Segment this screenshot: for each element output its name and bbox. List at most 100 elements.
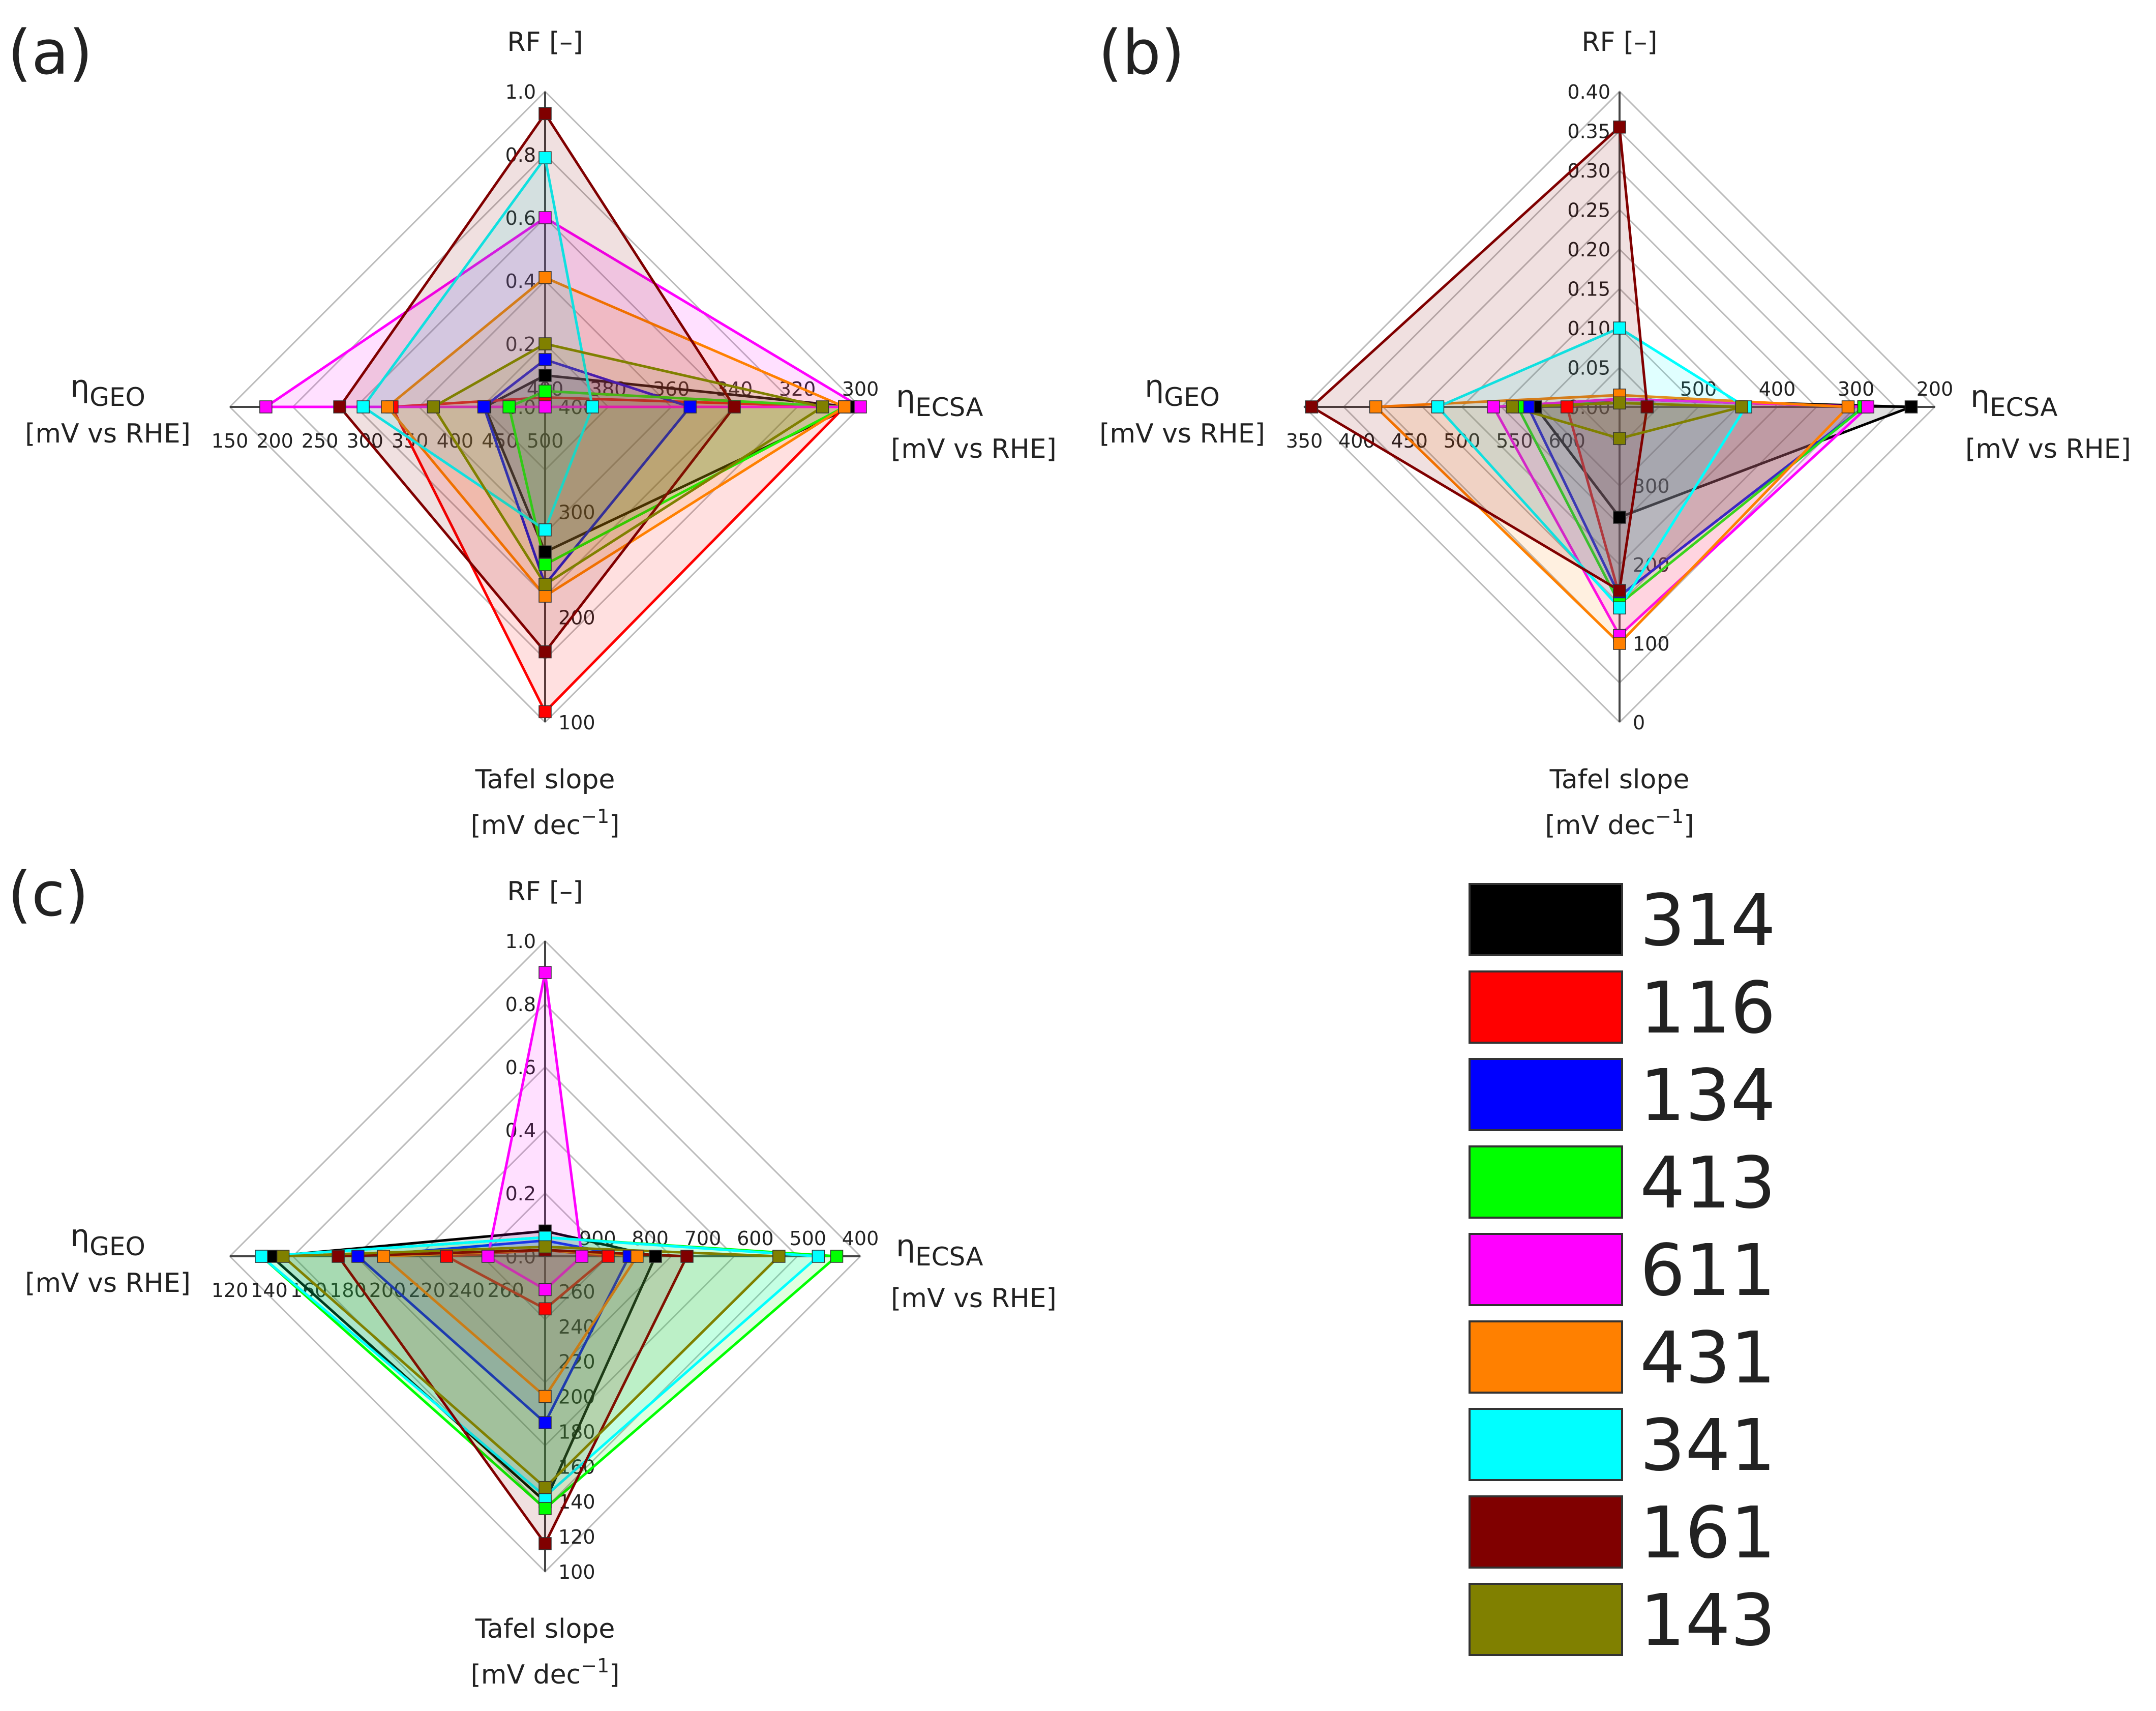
tafel-tick-label: 300 <box>558 501 595 524</box>
series-134-marker <box>538 353 552 366</box>
legend-label-611: 611 <box>1640 1229 1776 1312</box>
series-161-marker <box>1640 400 1654 414</box>
series-431-marker <box>1613 637 1626 650</box>
series-143-marker <box>427 400 440 414</box>
series-341-marker <box>538 523 552 537</box>
series-611-marker <box>575 1250 589 1263</box>
ecsa-tick-label: 600 <box>737 1227 774 1250</box>
series-431-marker <box>538 589 552 603</box>
legend-swatch-341 <box>1469 1408 1623 1481</box>
series-134-marker <box>351 1250 365 1263</box>
legend-swatch-413 <box>1469 1145 1623 1219</box>
series-431-marker <box>1841 400 1855 414</box>
legend-label-413: 413 <box>1640 1142 1776 1225</box>
rf-tick-label: 0.35 <box>1567 121 1610 143</box>
rf-tick-label: 1.0 <box>505 81 536 103</box>
ecsa-axis-title: ηECSA <box>896 379 983 422</box>
legend-swatch-314 <box>1469 883 1623 956</box>
series-341-marker <box>812 1250 825 1263</box>
ecsa-tick-label: 400 <box>842 1227 879 1250</box>
ecsa-axis-sub: ECSA <box>915 1242 983 1272</box>
series-143-marker <box>276 1250 290 1263</box>
tafel-tick-label: 0 <box>1633 712 1645 734</box>
series-431-marker <box>838 400 851 414</box>
geo-tick-label: 140 <box>251 1279 288 1302</box>
legend-swatch-116 <box>1469 970 1623 1044</box>
ecsa-tick-label: 300 <box>842 378 879 400</box>
rf-tick-label: 0.20 <box>1567 239 1610 261</box>
geo-axis-title: ηGEO <box>70 369 145 412</box>
geo-tick-label: 150 <box>212 430 249 452</box>
ecsa-axis-eta: η <box>896 1228 915 1264</box>
legend-label-134: 134 <box>1640 1054 1776 1137</box>
tafel-tick-label: 100 <box>558 1561 595 1583</box>
geo-axis-eta: η <box>70 369 89 404</box>
series-143-marker <box>1506 400 1519 414</box>
series-143-marker <box>1735 400 1748 414</box>
rf-tick-label: 0.15 <box>1567 278 1610 301</box>
series-161-marker <box>680 1250 694 1263</box>
series-143-marker <box>1613 396 1626 409</box>
series-413-marker <box>538 1502 552 1515</box>
tafel-tick-label: 100 <box>1633 633 1670 655</box>
geo-axis-eta: η <box>70 1218 89 1254</box>
series-143-marker <box>772 1250 786 1263</box>
series-161-marker <box>538 1537 552 1550</box>
geo-tick-label: 350 <box>1286 430 1323 452</box>
ecsa-tick-label: 500 <box>1680 378 1717 400</box>
ecsa-axis-title: ηECSA <box>1970 379 2057 422</box>
tafel-unit-post: ] <box>1684 810 1694 841</box>
series-116-marker <box>602 1250 615 1263</box>
series-314-marker <box>538 545 552 558</box>
series-413-marker <box>502 400 516 414</box>
ecsa-axis-unit: [mV vs RHE] <box>891 1283 1057 1314</box>
series-611-marker <box>538 211 552 224</box>
ecsa-axis-eta: η <box>896 379 915 415</box>
series-611-marker <box>1487 400 1500 414</box>
legend-label-431: 431 <box>1640 1317 1776 1400</box>
series-341-marker <box>1431 400 1445 414</box>
series-161-marker <box>333 400 346 414</box>
series-116-marker <box>538 705 552 719</box>
geo-tick-label: 200 <box>256 430 293 452</box>
legend-label-314: 314 <box>1640 879 1776 962</box>
geo-tick-label: 240 <box>448 1279 485 1302</box>
geo-axis-title: ηGEO <box>70 1218 145 1261</box>
geo-axis-title: ηGEO <box>1145 369 1220 412</box>
rf-tick-label: 0.30 <box>1567 160 1610 182</box>
series-116-marker <box>440 1250 453 1263</box>
series-611-marker <box>538 1283 552 1296</box>
series-611-marker <box>1861 400 1874 414</box>
series-611-marker <box>481 1250 495 1263</box>
series-611-marker <box>538 966 552 979</box>
rf-tick-label: 0.6 <box>505 207 536 229</box>
ecsa-tick-label: 300 <box>1838 378 1875 400</box>
geo-axis-sub: GEO <box>89 382 145 412</box>
series-341-marker <box>538 151 552 164</box>
series-143-marker <box>1613 432 1626 445</box>
rf-axis-title: RF [–] <box>507 27 583 57</box>
series-314-marker <box>649 1250 662 1263</box>
tafel-axis-unit: [mV dec−1] <box>1545 805 1694 841</box>
tafel-axis-title: Tafel slope <box>475 764 615 795</box>
tafel-unit-sup: −1 <box>1655 805 1684 828</box>
legend-swatch-611 <box>1469 1233 1623 1306</box>
series-611-marker <box>854 400 867 414</box>
series-314-marker <box>538 369 552 382</box>
series-341-marker <box>1613 601 1626 614</box>
series-431-marker <box>381 400 394 414</box>
series-134-marker <box>538 1416 552 1429</box>
ecsa-axis-title: ηECSA <box>896 1228 983 1272</box>
series-611-marker <box>259 400 273 414</box>
series-116-marker <box>1560 400 1574 414</box>
series-341-marker <box>356 400 370 414</box>
rf-tick-label: 0.25 <box>1567 199 1610 222</box>
panel-label-c: (c) <box>8 860 89 930</box>
series-143-marker <box>816 400 829 414</box>
geo-tick-label: 120 <box>212 1279 249 1302</box>
series-143-marker <box>538 337 552 350</box>
tafel-axis-unit: [mV dec−1] <box>471 805 620 841</box>
series-161-marker <box>1613 121 1626 134</box>
tafel-tick-label: 300 <box>1633 475 1670 497</box>
